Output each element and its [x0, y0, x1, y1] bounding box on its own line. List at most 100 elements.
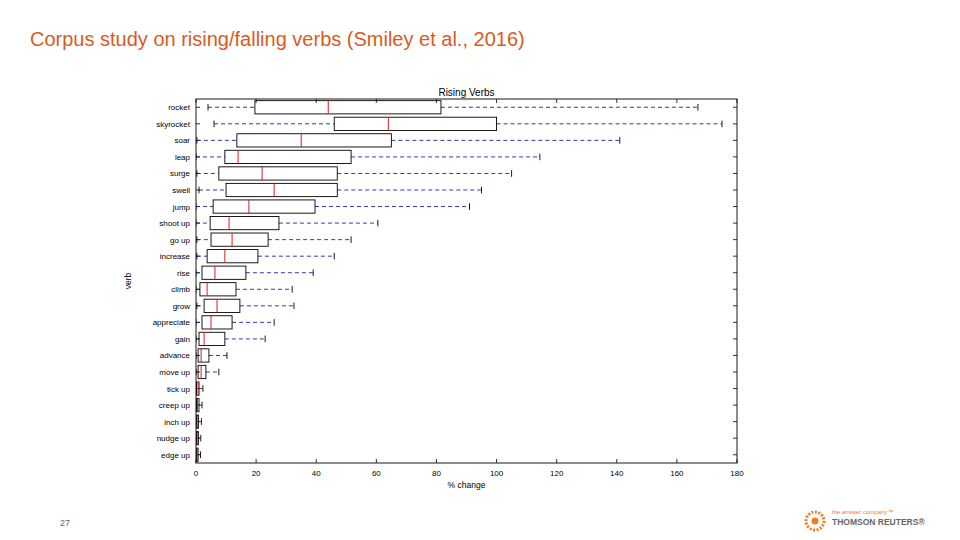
chart-title: Rising Verbs — [438, 87, 494, 98]
whisker-low — [199, 190, 226, 191]
whisker-low — [196, 289, 200, 290]
cap-high — [200, 435, 201, 442]
y-tick-right — [733, 223, 737, 224]
box — [197, 432, 199, 445]
x-tick-top — [676, 99, 677, 103]
x-tick-label: 0 — [194, 469, 199, 478]
median — [301, 134, 302, 147]
cap-high — [202, 385, 203, 392]
whisker-low — [197, 305, 204, 306]
logo-tagline: the answer company™ — [832, 509, 893, 515]
cap-high — [202, 402, 203, 409]
cap-low — [199, 187, 200, 194]
cap-high — [293, 303, 294, 310]
whisker-low — [196, 156, 225, 157]
x-tick — [256, 459, 257, 463]
whisker-high — [441, 107, 698, 108]
y-tick-right — [733, 405, 737, 406]
x-tick-label: 120 — [550, 469, 564, 478]
whisker-high — [232, 322, 274, 323]
median — [211, 316, 212, 329]
cap-high — [265, 336, 266, 343]
median — [224, 250, 225, 263]
cap-high — [351, 236, 352, 243]
logo-icon — [806, 512, 824, 530]
y-tick-right — [733, 173, 737, 174]
median — [197, 448, 198, 461]
y-tick-label: surge — [170, 169, 191, 178]
y-tick-label: jump — [172, 203, 191, 212]
median — [248, 200, 249, 213]
y-tick-right — [733, 372, 737, 373]
whisker-high — [246, 272, 313, 273]
cap-high — [511, 170, 512, 177]
y-tick-label: go up — [170, 236, 191, 245]
box — [198, 365, 206, 378]
y-tick-label: leap — [175, 153, 191, 162]
cap-low — [196, 303, 197, 310]
median — [197, 398, 198, 411]
box — [210, 216, 279, 229]
x-tick-label: 180 — [730, 469, 744, 478]
whisker-low — [197, 140, 237, 141]
box — [213, 200, 315, 213]
x-tick — [496, 459, 497, 463]
x-tick-label: 20 — [252, 469, 261, 478]
box — [197, 382, 199, 395]
whisker-high — [337, 190, 481, 191]
cap-high — [292, 286, 293, 293]
boxes — [196, 101, 722, 462]
box — [204, 299, 240, 312]
y-axis-label: verb — [123, 272, 133, 289]
y-tick-right — [733, 388, 737, 389]
median — [197, 415, 198, 428]
cap-high — [619, 137, 620, 144]
box — [199, 332, 225, 345]
y-tick-right — [733, 156, 737, 157]
y-tick-right — [733, 438, 737, 439]
whisker-low — [197, 239, 211, 240]
y-tick-right — [733, 289, 737, 290]
y-tick-label: increase — [160, 252, 191, 261]
y-tick-label: shoot up — [159, 219, 190, 228]
whisker-high — [351, 156, 540, 157]
median — [201, 365, 202, 378]
whisker-high — [391, 140, 619, 141]
x-tick-top — [496, 99, 497, 103]
cap-high — [481, 187, 482, 194]
x-tick-label: 100 — [490, 469, 504, 478]
whisker-low — [196, 223, 210, 224]
cap-low — [196, 137, 197, 144]
y-tick-right — [733, 239, 737, 240]
box — [198, 349, 209, 362]
whisker-high — [209, 355, 227, 356]
x-tick-label: 80 — [432, 469, 441, 478]
y-tick-label: tick up — [167, 385, 191, 394]
box — [202, 266, 246, 279]
x-tick-label: 40 — [312, 469, 321, 478]
x-tick — [376, 459, 377, 463]
y-tick-right — [733, 140, 737, 141]
whisker-high — [206, 372, 219, 373]
y-tick — [196, 107, 200, 108]
y-tick-right — [733, 355, 737, 356]
whisker-low — [196, 322, 202, 323]
box — [200, 283, 236, 296]
median — [238, 150, 239, 163]
x-tick — [436, 459, 437, 463]
box — [255, 101, 441, 114]
y-tick-right — [733, 305, 737, 306]
x-tick — [316, 459, 317, 463]
cap-high — [469, 203, 470, 210]
box — [211, 233, 268, 246]
median — [262, 167, 263, 180]
y-tick — [196, 289, 200, 290]
whisker-low — [197, 256, 207, 257]
whisker-low — [197, 173, 219, 174]
box — [334, 117, 496, 130]
whisker-low — [196, 272, 202, 273]
y-tick-label: skyrocket — [156, 120, 191, 129]
y-tick-label: soar — [174, 136, 190, 145]
y-tick-label: creep up — [159, 401, 191, 410]
median — [328, 101, 329, 114]
